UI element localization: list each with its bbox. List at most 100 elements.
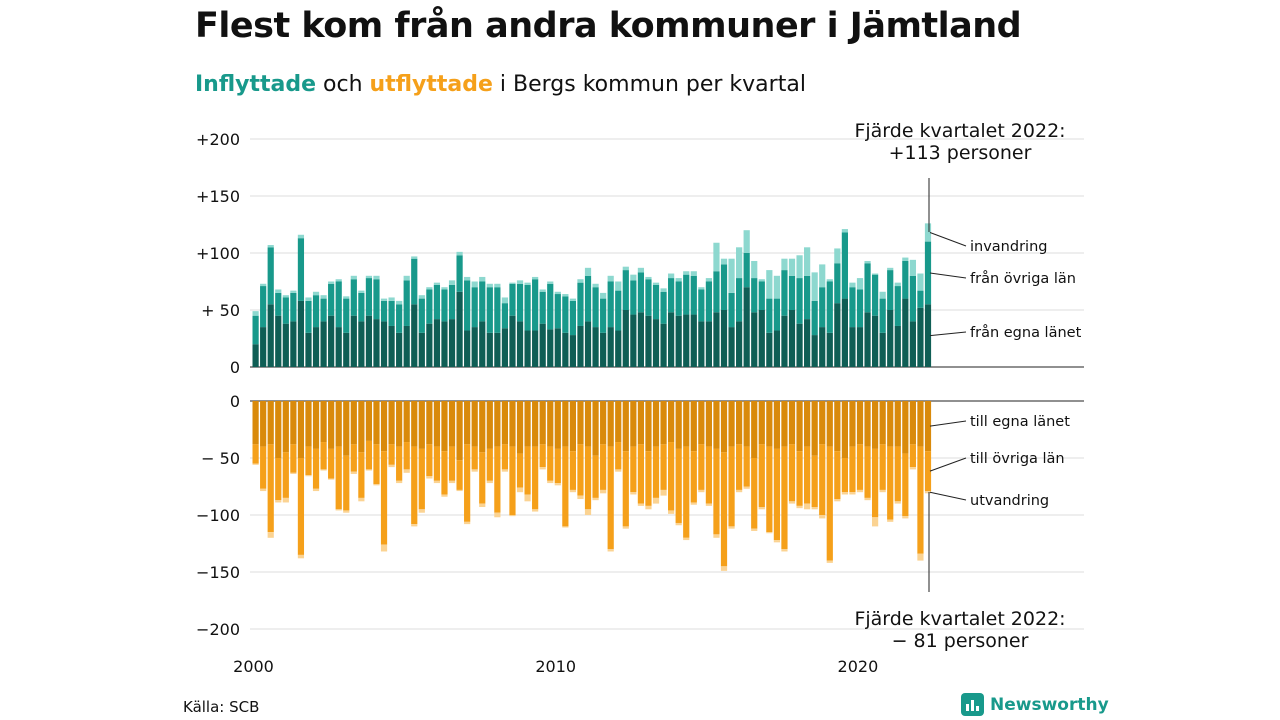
bar-out-2 <box>411 524 418 527</box>
bar-in-1 <box>380 300 388 322</box>
bar-out-0 <box>456 401 463 461</box>
bar-in-1 <box>826 281 833 333</box>
bar-in-0 <box>320 321 327 367</box>
bar-out-2 <box>335 509 342 511</box>
bar-out-1 <box>728 446 735 527</box>
bar-in-1 <box>335 281 342 328</box>
bar-out-2 <box>856 489 864 493</box>
bar-in-0 <box>902 298 909 367</box>
bar-out-2 <box>297 554 305 559</box>
bar-out-0 <box>705 401 712 447</box>
bar-out-0 <box>728 401 735 447</box>
bar-in-2 <box>494 283 501 288</box>
bar-out-2 <box>516 487 524 493</box>
bar-out-1 <box>569 451 577 490</box>
bar-out-2 <box>841 492 848 495</box>
bar-in-1 <box>600 298 607 333</box>
bar-out-1 <box>464 444 471 522</box>
bar-in-0 <box>418 332 425 367</box>
source-note: Källa: SCB <box>183 698 260 716</box>
bar-out-1 <box>584 446 592 510</box>
bar-out-2 <box>554 483 561 486</box>
bar-in-1 <box>267 247 274 305</box>
bar-in-1 <box>411 258 418 305</box>
bar-in-2 <box>577 279 584 283</box>
bar-in-0 <box>524 330 531 367</box>
bar-in-1 <box>668 278 675 313</box>
bar-in-2 <box>736 247 743 279</box>
bar-out-2 <box>569 489 577 493</box>
bar-in-0 <box>615 330 622 367</box>
bar-in-2 <box>834 248 841 264</box>
bar-out-1 <box>909 444 916 468</box>
bar-in-1 <box>252 315 259 345</box>
bar-out-0 <box>675 401 682 449</box>
bar-in-2 <box>312 291 320 296</box>
bar-in-1 <box>713 271 720 313</box>
bar-in-0 <box>509 315 516 367</box>
bar-in-0 <box>736 321 743 367</box>
bar-out-0 <box>328 401 335 449</box>
bar-out-0 <box>834 401 841 452</box>
y-tick-label: − 50 <box>201 449 240 468</box>
bar-in-1 <box>464 280 471 331</box>
bar-in-0 <box>577 325 584 367</box>
bar-out-1 <box>426 444 433 477</box>
bar-in-2 <box>781 258 788 271</box>
bar-out-0 <box>841 401 848 458</box>
bar-out-2 <box>260 488 267 492</box>
series-label-leader <box>929 491 967 501</box>
bar-in-0 <box>312 327 320 367</box>
bar-out-1 <box>252 444 259 464</box>
bar-in-1 <box>781 270 788 316</box>
bar-in-1 <box>426 289 433 324</box>
bar-in-2 <box>335 279 342 282</box>
bar-out-1 <box>736 444 743 490</box>
bar-in-2 <box>539 289 546 292</box>
bar-out-0 <box>872 401 879 449</box>
bar-in-0 <box>872 315 879 367</box>
bar-out-0 <box>411 401 418 447</box>
bar-in-2 <box>343 296 350 299</box>
bar-in-0 <box>887 310 894 367</box>
bar-out-0 <box>494 401 501 447</box>
bar-in-2 <box>592 283 599 288</box>
bar-out-1 <box>637 444 645 504</box>
bar-in-2 <box>766 270 773 299</box>
bar-out-0 <box>380 401 388 452</box>
bar-out-0 <box>743 401 750 447</box>
bar-out-1 <box>373 444 380 485</box>
bar-out-2 <box>804 503 811 510</box>
bar-out-0 <box>479 401 486 453</box>
bar-in-1 <box>751 278 758 313</box>
bar-out-0 <box>607 401 614 447</box>
bar-out-0 <box>622 401 629 452</box>
bar-in-1 <box>652 284 660 320</box>
series-label-leader <box>929 331 967 337</box>
bar-in-0 <box>826 332 833 367</box>
bar-out-0 <box>569 401 577 452</box>
bar-in-2 <box>660 288 667 292</box>
bar-in-1 <box>856 289 864 328</box>
bar-in-0 <box>637 312 645 367</box>
bar-out-1 <box>924 451 932 492</box>
bar-out-1 <box>607 446 614 550</box>
bar-in-2 <box>841 229 848 233</box>
bar-out-2 <box>441 494 448 497</box>
bar-in-2 <box>328 281 335 284</box>
bar-in-1 <box>728 292 735 328</box>
bar-in-2 <box>396 300 403 305</box>
bar-out-0 <box>758 401 765 445</box>
bar-out-0 <box>645 401 652 452</box>
bar-out-2 <box>909 467 916 470</box>
bar-in-2 <box>388 297 395 301</box>
y-tick-label: +150 <box>196 187 240 206</box>
bar-in-0 <box>569 335 577 367</box>
bar-in-0 <box>751 312 758 367</box>
bar-out-2 <box>660 489 667 496</box>
bar-out-2 <box>736 489 743 493</box>
bar-in-0 <box>305 332 312 367</box>
bar-out-0 <box>615 401 622 443</box>
bar-in-0 <box>728 327 735 367</box>
bar-out-1 <box>796 451 803 506</box>
